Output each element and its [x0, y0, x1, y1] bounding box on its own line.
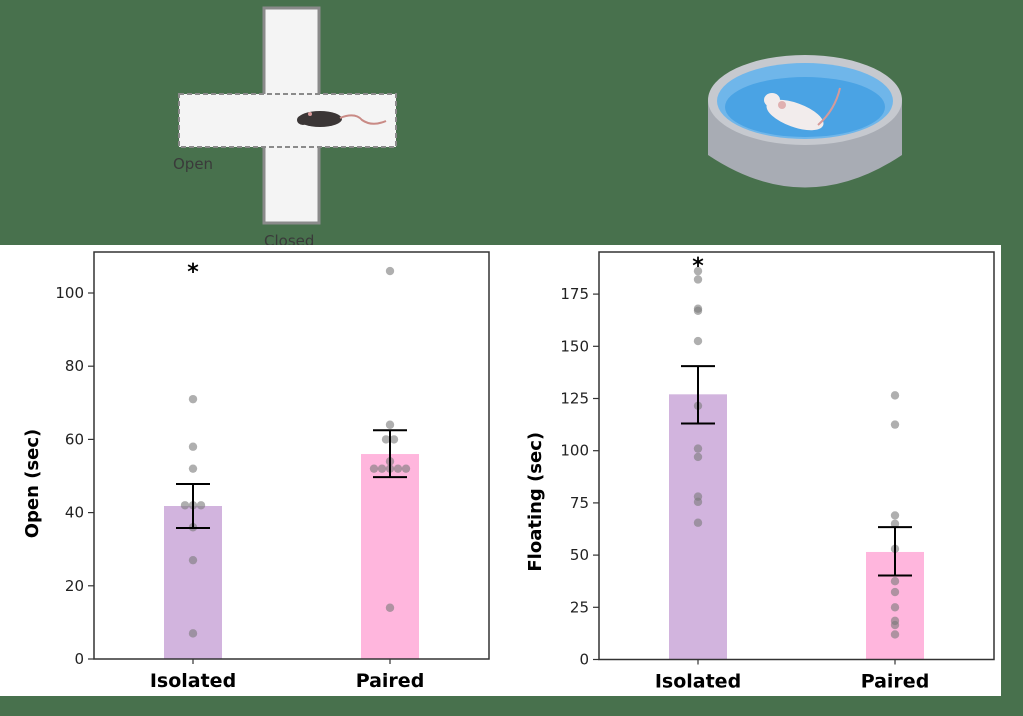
data-point [693, 275, 703, 284]
y-tick-label: 0 [74, 650, 84, 668]
data-point [188, 555, 198, 565]
data-point [188, 629, 198, 638]
y-tick-label: 80 [65, 357, 84, 375]
data-point [401, 464, 411, 473]
black-mouse-icon [297, 111, 387, 127]
y-tick-label: 150 [560, 337, 589, 355]
error-bar [176, 483, 210, 529]
y-axis-label: Open (sec) [22, 429, 43, 539]
x-tick-label: Paired [356, 670, 425, 692]
y-axis-label: Floating (sec) [525, 432, 546, 572]
chart-floating: 0 25 50 75 100 125 150 175 Isolated Paired Floatin… [525, 251, 995, 693]
elevated-plus-maze-illustration [178, 6, 397, 225]
data-point [693, 266, 703, 276]
y-tick-label: 175 [560, 285, 589, 303]
y-tick-label: 100 [560, 442, 589, 460]
y-tick-label: 50 [570, 546, 589, 564]
y-tick-label: 25 [570, 598, 589, 616]
data-point [385, 420, 395, 429]
y-tick-label: 100 [55, 284, 84, 302]
error-bar [681, 365, 715, 425]
data-point [693, 444, 703, 453]
data-point [381, 435, 391, 444]
y-tick-label: 75 [570, 494, 589, 512]
data-point [890, 630, 900, 639]
data-point [693, 452, 703, 462]
error-bar [373, 429, 407, 479]
data-point [196, 501, 206, 510]
chart-panel: 0 20 40 60 80 100 Isolated Paired Open (sec) * 0 25… [0, 245, 1001, 696]
data-point [890, 420, 900, 429]
significance-asterisk: * [692, 254, 704, 279]
data-point [385, 603, 395, 612]
data-point [693, 497, 703, 507]
x-tick-label: Paired [861, 671, 930, 693]
chart-open: 0 20 40 60 80 100 Isolated Paired Open (sec) * [22, 251, 490, 692]
data-point [180, 501, 190, 510]
y-tick-label: 60 [65, 430, 84, 448]
axes-frame [598, 251, 995, 661]
white-mouse-icon [764, 87, 841, 131]
forced-swim-pool-illustration [708, 55, 902, 188]
data-point [389, 435, 399, 444]
x-tick-label: Isolated [150, 670, 236, 692]
data-point [385, 266, 395, 276]
significance-asterisk: * [187, 260, 199, 285]
open-arm-label: Open [173, 155, 214, 173]
y-tick-label: 20 [65, 577, 84, 595]
error-bar [878, 526, 912, 577]
y-tick-label: 125 [560, 390, 589, 408]
data-point [188, 442, 198, 451]
data-point [890, 519, 900, 528]
data-point [693, 336, 703, 346]
data-point [188, 464, 198, 473]
x-tick-label: Isolated [655, 671, 741, 693]
axes-frame [93, 251, 490, 660]
bar-charts: 0 20 40 60 80 100 Isolated Paired Open (sec) * 0 25… [22, 251, 995, 693]
data-point [188, 394, 198, 404]
y-tick-label: 40 [65, 504, 84, 522]
data-point [890, 391, 900, 400]
data-point [890, 587, 900, 597]
data-point [693, 518, 703, 527]
data-point [890, 577, 900, 586]
data-point [393, 464, 403, 473]
data-point [693, 306, 703, 316]
data-point [377, 464, 387, 473]
y-tick-label: 0 [579, 651, 589, 669]
data-point [369, 464, 379, 473]
data-point [890, 511, 900, 520]
data-point [890, 603, 900, 612]
bar-paired [361, 454, 419, 659]
data-point [890, 620, 900, 630]
